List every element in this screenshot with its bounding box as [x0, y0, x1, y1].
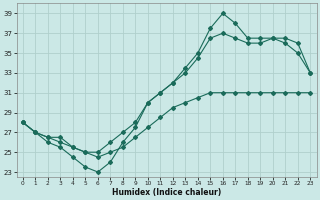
X-axis label: Humidex (Indice chaleur): Humidex (Indice chaleur)	[112, 188, 221, 197]
